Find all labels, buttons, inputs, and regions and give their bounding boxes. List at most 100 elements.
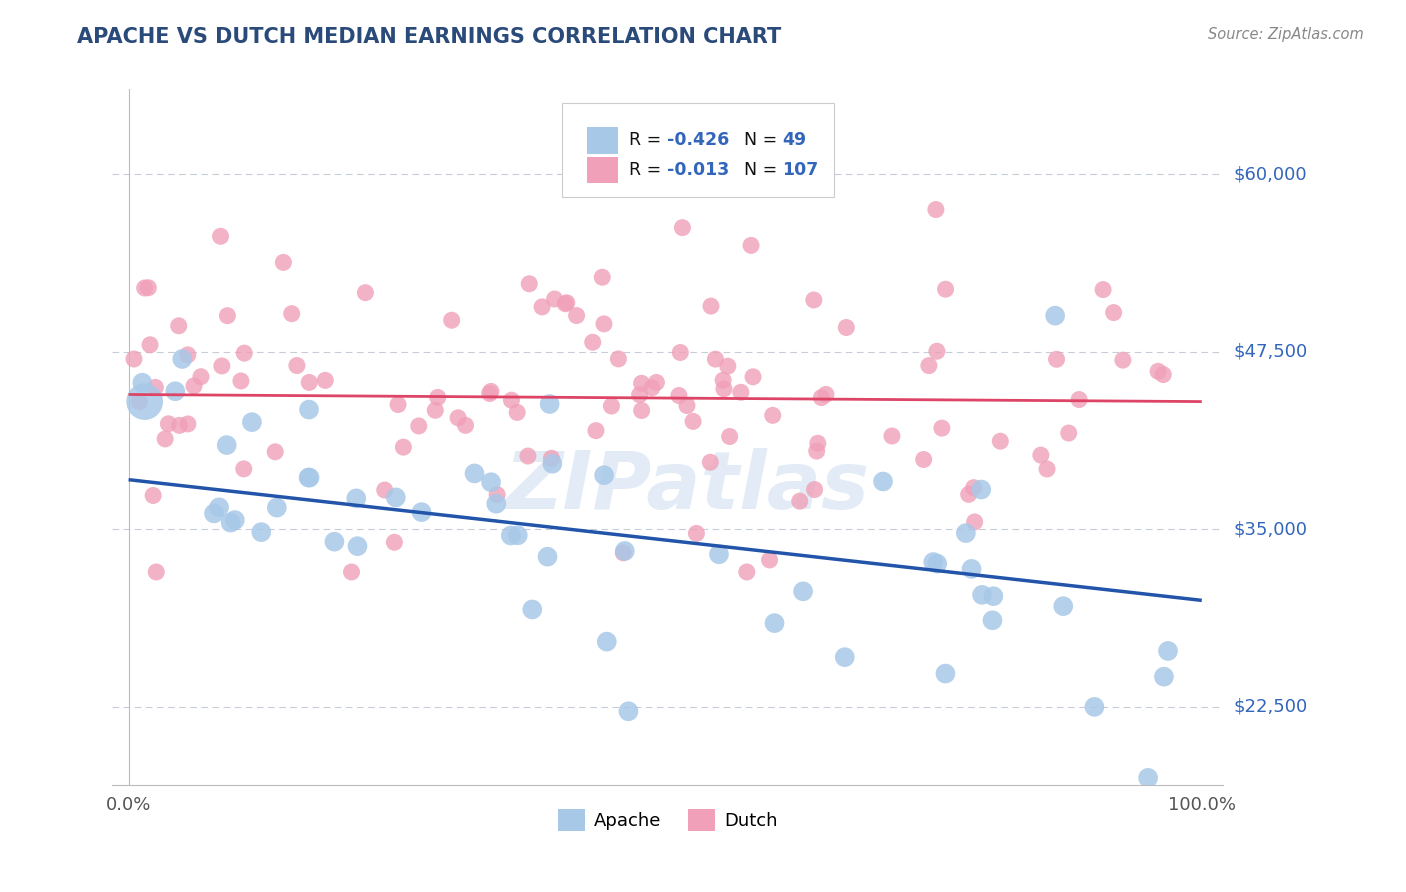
- Point: [700, 299, 723, 313]
- Point: [713, 382, 735, 396]
- Point: [988, 434, 1011, 449]
- Point: [593, 317, 616, 331]
- Point: [1067, 392, 1090, 407]
- Point: [392, 440, 415, 454]
- Text: $47,500: $47,500: [1234, 343, 1308, 361]
- Point: [387, 397, 409, 411]
- Point: [298, 402, 321, 417]
- FancyBboxPatch shape: [562, 103, 834, 197]
- Point: [501, 393, 523, 408]
- Point: [1153, 670, 1175, 684]
- Text: APACHE VS DUTCH MEDIAN EARNINGS CORRELATION CHART: APACHE VS DUTCH MEDIAN EARNINGS CORRELAT…: [77, 27, 782, 46]
- Point: [344, 491, 367, 506]
- Point: [298, 376, 321, 390]
- Point: [554, 297, 576, 311]
- Point: [408, 419, 430, 434]
- Point: [931, 421, 953, 435]
- Text: Source: ZipAtlas.com: Source: ZipAtlas.com: [1208, 27, 1364, 42]
- Text: -0.426: -0.426: [666, 131, 728, 150]
- Bar: [586, 157, 617, 183]
- Point: [735, 565, 758, 579]
- Point: [374, 483, 396, 497]
- Point: [617, 704, 640, 718]
- Point: [172, 351, 194, 366]
- Point: [506, 405, 529, 419]
- Point: [962, 481, 984, 495]
- Point: [169, 418, 191, 433]
- Point: [730, 385, 752, 400]
- Point: [250, 525, 273, 540]
- Point: [645, 376, 668, 390]
- Point: [323, 534, 346, 549]
- Point: [215, 438, 238, 452]
- Point: [641, 381, 664, 395]
- Point: [593, 468, 616, 483]
- Point: [718, 429, 741, 443]
- Point: [1052, 599, 1074, 614]
- Point: [297, 470, 319, 484]
- Point: [1102, 305, 1125, 319]
- Point: [880, 429, 903, 443]
- Point: [506, 528, 529, 542]
- Point: [298, 470, 321, 484]
- Point: [142, 488, 165, 502]
- Point: [758, 553, 780, 567]
- Text: 107: 107: [782, 161, 818, 179]
- Point: [499, 528, 522, 542]
- Point: [810, 391, 832, 405]
- Point: [134, 281, 156, 295]
- Point: [814, 387, 837, 401]
- Point: [934, 666, 956, 681]
- Point: [1057, 426, 1080, 441]
- Point: [585, 424, 607, 438]
- Point: [596, 634, 619, 648]
- Point: [1137, 771, 1160, 785]
- Point: [925, 344, 948, 359]
- Point: [217, 309, 239, 323]
- Point: [685, 526, 707, 541]
- Point: [233, 346, 256, 360]
- Point: [912, 452, 935, 467]
- Point: [479, 384, 502, 399]
- Point: [789, 494, 811, 508]
- Point: [479, 475, 502, 490]
- Point: [346, 539, 368, 553]
- Point: [1147, 364, 1170, 378]
- Point: [630, 376, 652, 391]
- Point: [803, 293, 825, 307]
- Point: [425, 403, 447, 417]
- Point: [630, 403, 652, 417]
- Point: [541, 457, 564, 471]
- Text: R =: R =: [628, 131, 666, 150]
- Point: [138, 281, 160, 295]
- Text: N =: N =: [745, 161, 783, 179]
- Point: [517, 277, 540, 291]
- Point: [612, 546, 634, 560]
- Point: [153, 432, 176, 446]
- Point: [538, 397, 561, 411]
- Text: ZIPatlas: ZIPatlas: [505, 448, 869, 525]
- Point: [835, 320, 858, 334]
- Point: [1092, 283, 1115, 297]
- Text: -0.013: -0.013: [666, 161, 728, 179]
- Point: [354, 285, 377, 300]
- Point: [516, 449, 538, 463]
- Point: [591, 270, 613, 285]
- Point: [340, 565, 363, 579]
- Point: [555, 295, 578, 310]
- Point: [211, 359, 233, 373]
- Point: [122, 351, 145, 366]
- Point: [711, 373, 734, 387]
- Point: [704, 352, 727, 367]
- Bar: [586, 128, 617, 153]
- Point: [177, 417, 200, 431]
- Point: [970, 483, 993, 497]
- Text: $35,000: $35,000: [1234, 520, 1308, 539]
- Point: [208, 500, 231, 515]
- Point: [128, 394, 150, 409]
- Point: [536, 549, 558, 564]
- Point: [607, 351, 630, 366]
- Point: [922, 555, 945, 569]
- Text: $22,500: $22,500: [1234, 698, 1308, 716]
- Point: [669, 345, 692, 359]
